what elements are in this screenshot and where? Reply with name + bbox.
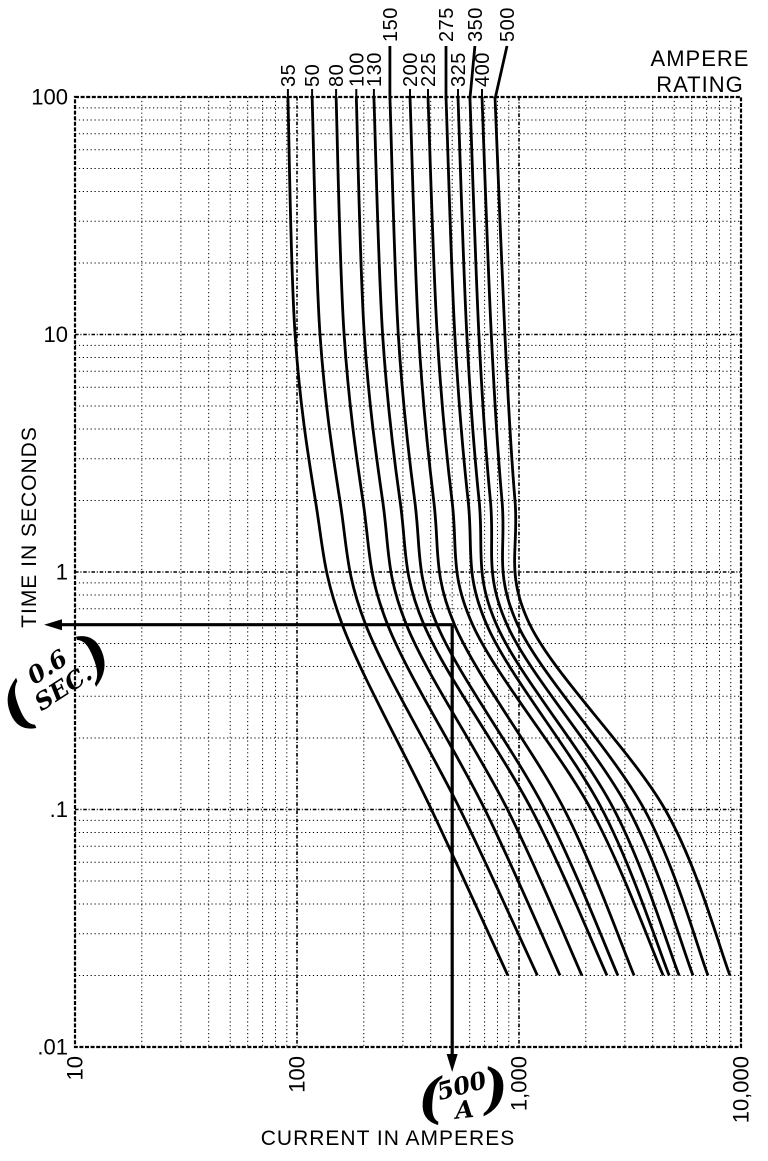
- curve-label-400: 400: [472, 52, 494, 87]
- curve-label-325: 325: [448, 52, 470, 87]
- fuse-curve-150: [388, 96, 620, 977]
- y-tick-label-100: 100: [31, 85, 68, 110]
- current-callout-unit: A: [452, 1094, 476, 1125]
- curve-label-150: 150: [380, 7, 402, 42]
- legend-title-line2: RATING: [656, 72, 743, 97]
- x-tick-label-10: 10: [63, 1056, 88, 1080]
- curve-label-leader-500: [493, 45, 509, 100]
- fuse-curve-225: [426, 96, 665, 977]
- fuse-curve-100: [354, 96, 584, 977]
- curve-label-leader-350: [468, 45, 477, 100]
- curve-label-100: 100: [346, 52, 368, 87]
- fuse-curve-130: [372, 96, 609, 977]
- fuse-curves: [286, 96, 732, 977]
- legend-title-line1: AMPERE: [651, 46, 750, 71]
- x-axis-tick-labels: 10 100 1,000 10,000: [63, 1056, 754, 1123]
- x-tick-label-1,000: 1,000: [507, 1056, 532, 1111]
- y-tick-label-.1: .1: [50, 797, 68, 822]
- fuse-curve-350: [468, 96, 695, 977]
- plot-frame: [73, 95, 743, 1049]
- y-tick-label-.01: .01: [37, 1035, 68, 1060]
- callout-down-arrowhead: [446, 1054, 458, 1072]
- curve-label-50: 50: [302, 64, 324, 87]
- curve-label-35: 35: [278, 64, 300, 87]
- curve-label-130: 130: [364, 52, 386, 87]
- fuse-curve-35: [286, 96, 510, 977]
- curve-label-200: 200: [400, 52, 422, 87]
- fuse-curve-50: [310, 96, 539, 977]
- curve-label-500: 500: [497, 7, 519, 42]
- grid-minor-lines: [75, 97, 741, 1047]
- callout-left-arrowhead: [44, 619, 62, 631]
- curve-label-80: 80: [326, 64, 348, 87]
- y-axis-title: TIME IN SECONDS: [18, 426, 41, 628]
- fuse-curve-275: [444, 96, 671, 977]
- y-tick-label-10: 10: [44, 322, 68, 347]
- curve-label-350: 350: [465, 7, 487, 42]
- fuse-curve-500: [493, 96, 732, 977]
- y-axis-tick-labels: 100 10 1 .1 .01: [31, 85, 68, 1060]
- x-tick-label-100: 100: [285, 1056, 310, 1093]
- curve-label-275: 275: [436, 7, 458, 42]
- time-callout: ( 0.6 SEC. ): [0, 618, 124, 743]
- fuse-curve-325: [456, 96, 681, 977]
- curve-label-ticks: [286, 45, 509, 100]
- y-tick-label-1: 1: [56, 560, 68, 585]
- fuse-curve-400: [480, 96, 710, 976]
- fuse-curve-80: [334, 96, 562, 977]
- current-callout: ( 500 A ): [414, 1054, 511, 1131]
- x-axis-title: CURRENT IN AMPERES: [261, 1127, 516, 1150]
- x-tick-label-10,000: 10,000: [729, 1056, 754, 1123]
- fuse-curve-200: [408, 96, 636, 977]
- curve-label-225: 225: [418, 52, 440, 87]
